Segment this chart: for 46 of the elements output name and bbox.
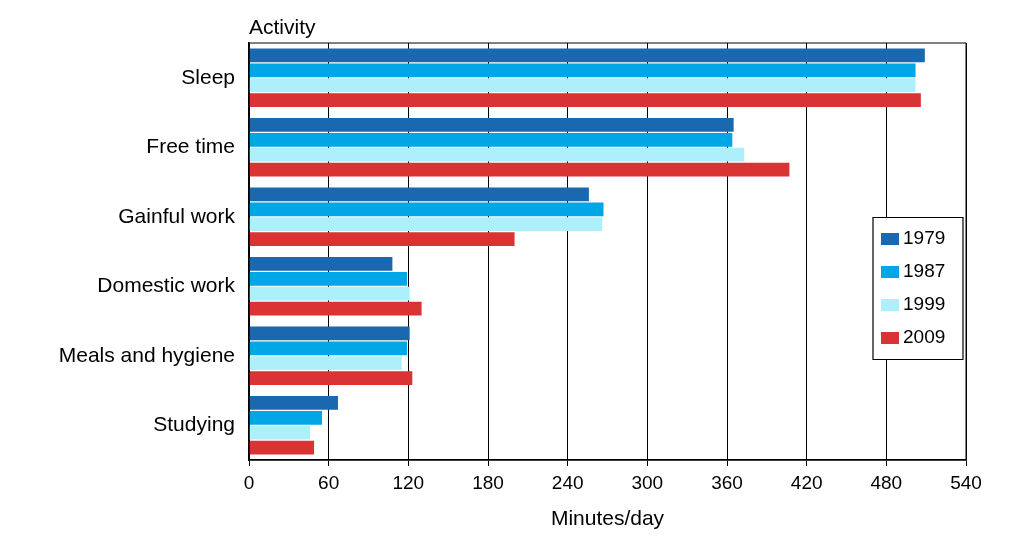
x-tick-label: 420 <box>790 471 823 493</box>
x-tick-label: 300 <box>631 471 664 493</box>
x-tick-label: 540 <box>950 471 982 493</box>
y-tick-label: Meals and hygiene <box>58 342 235 366</box>
y-tick-label: Gainful work <box>118 203 236 227</box>
y-tick-label: Studying <box>153 412 235 436</box>
bar <box>249 356 402 371</box>
bar <box>249 371 413 386</box>
bar <box>249 410 323 425</box>
x-tick-label: 180 <box>472 471 504 493</box>
x-tick-label: 240 <box>551 471 584 493</box>
x-tick-label: 0 <box>243 471 255 493</box>
bar <box>249 301 422 316</box>
bar <box>249 440 315 455</box>
bar <box>249 395 338 410</box>
bar <box>249 202 604 217</box>
bar <box>249 48 925 63</box>
bar <box>249 286 410 301</box>
x-tick-label: 120 <box>392 471 425 493</box>
bar <box>249 117 734 132</box>
bar <box>249 232 515 247</box>
bar <box>249 271 408 286</box>
legend-label: 1999 <box>903 293 946 315</box>
bar <box>249 78 916 93</box>
bar <box>249 63 916 78</box>
bar <box>249 93 921 108</box>
bar <box>249 341 408 356</box>
legend-label: 1979 <box>903 227 946 249</box>
bar <box>249 132 733 147</box>
y-tick-label: Free time <box>146 134 235 158</box>
legend-label: 1987 <box>903 260 946 282</box>
y-axis-title: Activity <box>249 15 317 39</box>
legend-label: 2009 <box>903 326 946 348</box>
x-tick-label: 480 <box>870 471 903 493</box>
bar <box>249 187 589 202</box>
x-axis-title: Minutes/day <box>550 506 665 530</box>
bar <box>249 162 790 177</box>
y-tick-label: Domestic work <box>97 273 236 297</box>
bar <box>249 425 311 440</box>
bar <box>249 256 393 271</box>
y-tick-label: Sleep <box>181 64 235 88</box>
x-tick-label: 60 <box>318 471 340 493</box>
bar <box>249 147 745 162</box>
bar <box>249 326 410 341</box>
x-tick-label: 360 <box>711 471 743 493</box>
bar <box>249 217 603 232</box>
